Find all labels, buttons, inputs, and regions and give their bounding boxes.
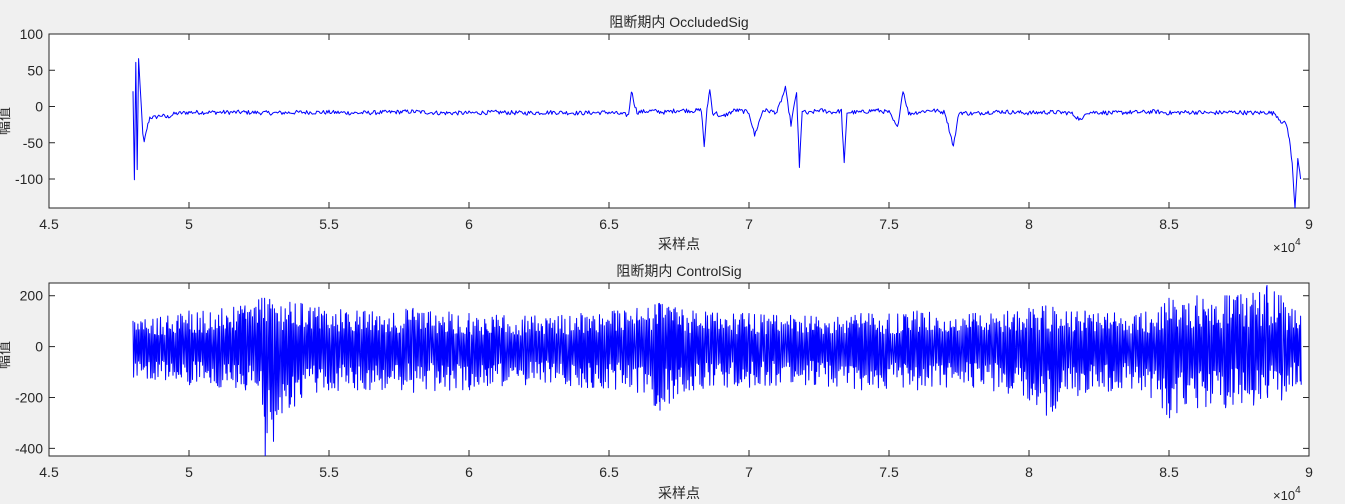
y-axis-label-occluded: 幅值	[0, 107, 12, 135]
x-exponent-occluded: ×104	[1273, 237, 1301, 255]
x-tick-label: 8.5	[1159, 464, 1179, 480]
axes-frame-occluded	[48, 33, 1310, 209]
x-tick-label: 7.5	[879, 464, 899, 480]
x-tick-label: 5	[185, 216, 193, 232]
x-tick-label: 8	[1025, 216, 1033, 232]
x-axis-label-occluded: 采样点	[658, 236, 700, 252]
y-axis-label-control: 幅值	[0, 341, 12, 369]
y-tick-label: 50	[27, 62, 43, 78]
plot-area-control	[132, 285, 1302, 456]
y-tick-label: -400	[15, 440, 43, 456]
x-tick-label: 5.5	[319, 464, 339, 480]
x-exponent-control: ×104	[1273, 485, 1301, 503]
x-tick-label: 9	[1305, 216, 1313, 232]
ticks-control: 4.5 5 5.5 6 6.5 7 7.5 8 8.5 9 200 0 -200 -400	[15, 283, 1313, 480]
y-tick-label: 100	[20, 26, 44, 42]
x-exponent-base-occluded: ×10	[1273, 240, 1295, 255]
x-tick-label: 9	[1305, 464, 1313, 480]
chart-title-control: 阻断期内 ControlSig	[616, 263, 741, 279]
x-tick-label: 5.5	[319, 216, 339, 232]
series-line-1	[132, 285, 1302, 456]
x-tick-label: 7	[745, 464, 753, 480]
x-tick-label: 6	[465, 464, 473, 480]
x-tick-label: 5	[185, 464, 193, 480]
x-exponent-power-occluded: 4	[1295, 237, 1301, 248]
x-tick-label: 8.5	[1159, 216, 1179, 232]
ticks-occluded: 4.5 5 5.5 6 6.5 7 7.5 8 8.5 9 100 50 0 -50 -100	[15, 26, 1313, 232]
x-tick-label: 4.5	[39, 464, 59, 480]
x-tick-label: 6.5	[599, 464, 619, 480]
x-tick-label: 6	[465, 216, 473, 232]
chart-title-occluded: 阻断期内 OccludedSig	[609, 14, 748, 30]
y-tick-label: 0	[35, 99, 43, 115]
x-exponent-base-control: ×10	[1273, 488, 1295, 503]
y-tick-label: -100	[15, 171, 43, 187]
x-exponent-power-control: 4	[1295, 485, 1301, 496]
x-tick-label: 8	[1025, 464, 1033, 480]
subplot-occluded: 4.5 5 5.5 6 6.5 7 7.5 8 8.5 9 100 50 0 -50 -100 阻断期内 O…	[0, 14, 1313, 255]
x-axis-label-control: 采样点	[658, 485, 700, 501]
x-tick-label: 7.5	[879, 216, 899, 232]
x-tick-label: 6.5	[599, 216, 619, 232]
plot-area-occluded	[132, 58, 1302, 208]
series-line-0	[132, 58, 1302, 208]
y-tick-label: -200	[15, 389, 43, 405]
x-tick-label: 7	[745, 216, 753, 232]
subplot-control: 4.5 5 5.5 6 6.5 7 7.5 8 8.5 9 200 0 -200 -400 阻断期内 Co…	[0, 263, 1313, 503]
y-tick-label: -50	[23, 135, 43, 151]
y-tick-label: 200	[20, 288, 44, 304]
x-tick-label: 4.5	[39, 216, 59, 232]
y-tick-label: 0	[35, 339, 43, 355]
